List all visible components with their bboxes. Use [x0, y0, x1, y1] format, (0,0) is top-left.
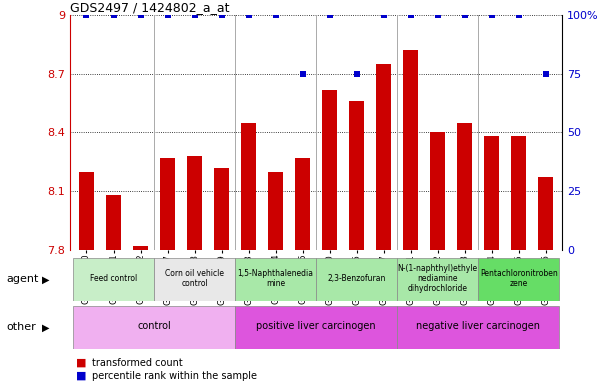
Text: negative liver carcinogen: negative liver carcinogen [416, 321, 540, 331]
Bar [106, 195, 121, 250]
Bar [235, 306, 397, 349]
Text: positive liver carcinogen: positive liver carcinogen [257, 321, 376, 331]
Bar [160, 158, 175, 250]
Bar [73, 306, 235, 349]
Bar [187, 156, 202, 250]
Bar [79, 172, 94, 250]
Bar [73, 258, 154, 301]
Bar [478, 258, 560, 301]
Bar [397, 306, 560, 349]
Bar [316, 258, 397, 301]
Bar [295, 158, 310, 250]
Text: ■: ■ [76, 358, 87, 368]
Text: transformed count: transformed count [92, 358, 183, 368]
Bar [214, 167, 229, 250]
Bar [349, 101, 364, 250]
Bar [485, 136, 499, 250]
Text: 1,5-Naphthalenedia
mine: 1,5-Naphthalenedia mine [238, 269, 313, 288]
Text: ■: ■ [76, 371, 87, 381]
Text: control: control [137, 321, 171, 331]
Text: percentile rank within the sample: percentile rank within the sample [92, 371, 257, 381]
Bar [397, 258, 478, 301]
Bar [511, 136, 526, 250]
Bar [458, 123, 472, 250]
Bar [322, 89, 337, 250]
Text: Pentachloronitroben
zene: Pentachloronitroben zene [480, 269, 558, 288]
Bar [403, 50, 418, 250]
Bar [268, 172, 283, 250]
Text: Corn oil vehicle
control: Corn oil vehicle control [165, 269, 224, 288]
Text: ▶: ▶ [42, 274, 49, 285]
Bar [241, 123, 256, 250]
Text: Feed control: Feed control [90, 274, 137, 283]
Bar [376, 64, 391, 250]
Text: N-(1-naphthyl)ethyle
nediamine
dihydrochloride: N-(1-naphthyl)ethyle nediamine dihydroch… [398, 263, 478, 293]
Bar [538, 177, 554, 250]
Bar [235, 258, 316, 301]
Text: GDS2497 / 1424802_a_at: GDS2497 / 1424802_a_at [70, 1, 230, 14]
Bar [154, 258, 235, 301]
Text: agent: agent [6, 274, 38, 285]
Text: ▶: ▶ [42, 322, 49, 333]
Text: other: other [6, 322, 36, 333]
Bar [430, 132, 445, 250]
Bar [133, 246, 148, 250]
Text: 2,3-Benzofuran: 2,3-Benzofuran [327, 274, 386, 283]
